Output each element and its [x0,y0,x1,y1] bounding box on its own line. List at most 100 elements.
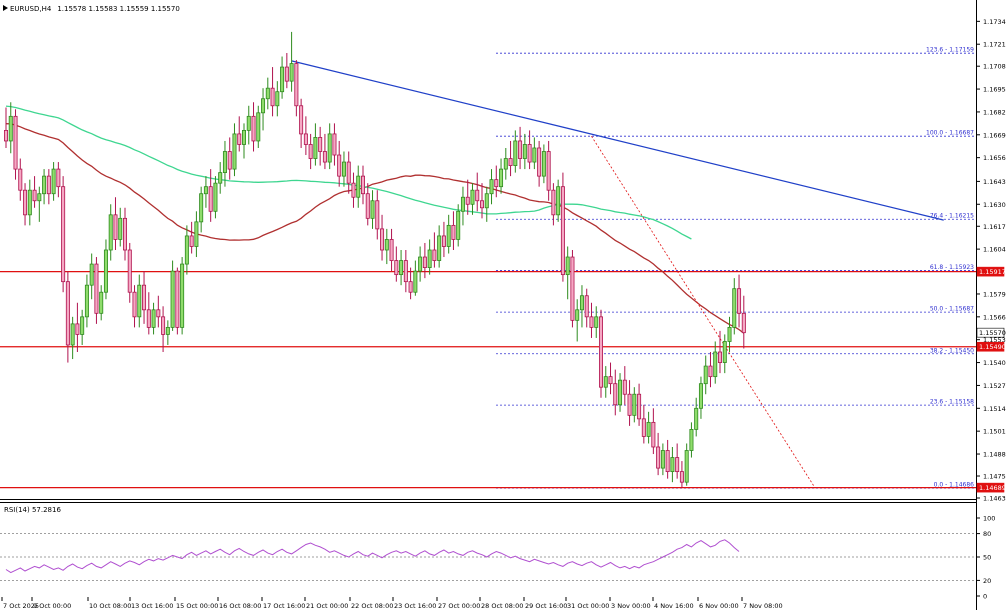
bullish-candle [313,137,318,159]
bearish-candle [608,376,613,385]
time-tick-label: 21 Oct 00:00 [306,602,348,610]
price-tick-label: 1.16695 [983,131,1006,139]
bullish-candle [698,383,703,409]
price-tick-label: 1.14880 [983,451,1006,459]
bearish-candle [627,393,632,416]
trendlines [291,60,944,489]
bullish-candle [732,288,737,328]
bearish-candle [13,115,18,170]
bearish-candle [113,214,118,240]
bullish-candle [618,379,623,406]
bullish-candle [151,309,156,328]
fib-level-label: 0.0 - 1.14686 [934,482,975,489]
time-tick-label: 17 Oct 16:00 [263,602,305,610]
bullish-candle [384,239,389,251]
price-tick-label: 1.16175 [983,223,1006,231]
rsi-panel: 100 80 50 20 0 [0,515,995,601]
bearish-candle [570,256,575,321]
bullish-candle [99,291,104,314]
bearish-candle [622,379,627,395]
bullish-candle [246,115,251,131]
price-tick-label: 1.16300 [983,201,1006,209]
bullish-candle [194,221,199,247]
price-tick-label: 1.15400 [983,359,1006,367]
bullish-candle [37,193,42,202]
bearish-candle [508,158,513,166]
price-tick-label: 1.15660 [983,313,1006,321]
bearish-candle [299,105,304,135]
fib-level-label: 100.0 - 1.16687 [926,130,974,137]
bullish-candle [222,151,227,174]
bearish-candle [479,200,484,209]
price-tick-label: 1.16825 [983,108,1006,116]
bearish-candle [156,309,161,318]
chart-header: EURUSD,H4 1.15578 1.15583 1.15559 1.15570 [10,5,180,13]
bullish-candle [137,284,142,318]
rsi-tick-label: 20 [983,577,991,585]
bullish-candle [327,133,332,163]
bearish-candle [613,383,618,406]
fib-level-label: 23.6 - 1.15158 [930,399,974,406]
bullish-candle [256,112,261,142]
bearish-candle [227,151,232,170]
bullish-candle [694,407,699,430]
bearish-candle [123,217,128,251]
bearish-candle [665,450,670,473]
fib-level-label: 50.0 - 1.15687 [930,306,974,313]
price-tick-label: 1.15270 [983,382,1006,390]
bullish-candle [213,182,218,212]
bullish-candle [727,326,732,342]
bearish-candle [284,66,289,82]
bullish-candle [356,175,361,198]
bearish-candle [303,133,308,145]
rsi-tick-label: 0 [983,593,987,601]
bullish-candle [184,235,189,265]
bearish-candle [23,189,28,216]
bullish-candle [532,147,537,163]
price-label-text: 1.15917 [979,268,1006,276]
bullish-candle [275,91,280,107]
bullish-candle [27,189,32,216]
time-tick-label: 29 Oct 16:00 [525,602,567,610]
bearish-candle [365,193,370,219]
price-tick-label: 1.16955 [983,86,1006,94]
time-tick-label: 27 Oct 00:00 [438,602,480,610]
bearish-candle [708,365,713,378]
bearish-candle [637,393,642,420]
bearish-candle [142,284,147,311]
bullish-candle [265,87,270,100]
price-label-box [976,327,1005,338]
fib-level-label: 123.6 - 1.17159 [926,47,974,54]
symbol-arrow-icon [3,5,8,11]
bearish-candle [537,147,542,177]
bullish-candle [203,186,208,195]
time-tick-label: 3 Nov 00:00 [611,602,651,610]
descending-trendline [291,60,944,221]
price-tick-label: 1.15790 [983,290,1006,298]
bearish-candle [518,140,523,159]
time-tick-label: 15 Oct 00:00 [176,602,218,610]
price-tick-label: 1.15010 [983,428,1006,436]
moving-average-red-line [5,123,745,334]
symbol-label: EURUSD,H4 [10,5,52,13]
bearish-candle [422,256,427,268]
bullish-candle [603,376,608,388]
price-label-text: 1.14689 [979,484,1006,492]
candles [4,31,746,488]
bearish-candle [679,471,684,483]
fibonacci-levels: 123.6 - 1.17159 100.0 - 1.16687 76.4 - 1.1… [496,47,975,489]
bearish-candle [4,129,9,142]
bearish-candle [403,260,408,283]
bullish-candle [503,158,508,170]
bullish-candle [261,98,266,114]
bullish-candle [575,309,580,321]
bullish-candle [108,214,113,251]
rsi-tick-label: 100 [983,515,995,523]
time-tick-label: 23 Oct 16:00 [394,602,436,610]
bearish-candle [741,312,746,334]
bullish-candle [341,161,346,177]
price-axis: 1.17340 1.17210 1.17085 1.16955 1.16825 1.166… [976,18,1006,503]
bearish-candle [465,196,470,205]
